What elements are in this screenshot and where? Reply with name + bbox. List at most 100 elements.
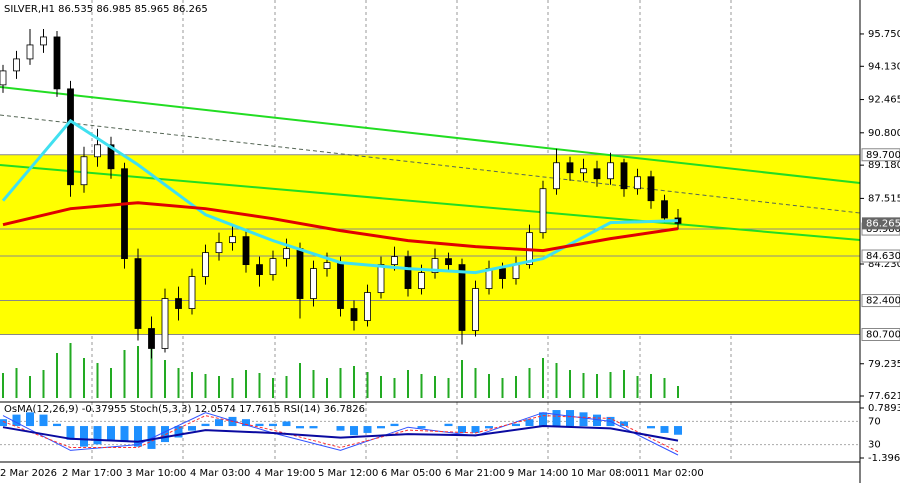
- candle-body: [445, 258, 452, 266]
- candle-body: [391, 256, 398, 266]
- volume-bar: [393, 378, 396, 398]
- osma-bar: [174, 426, 183, 438]
- osma-bar: [147, 426, 156, 449]
- x-tick-label: 4 Mar 19:00: [255, 468, 315, 479]
- osma-bar: [593, 414, 601, 427]
- candle-body: [553, 162, 560, 190]
- osma-bar: [552, 410, 561, 427]
- volume-bar: [285, 376, 288, 398]
- volume-bar: [461, 360, 463, 398]
- volume-bar: [15, 368, 18, 398]
- volume-bar: [636, 376, 639, 398]
- volume-bar: [110, 368, 112, 398]
- candle-body: [269, 258, 277, 275]
- y-tick-label: -1.39651: [868, 453, 900, 464]
- osma-bar: [309, 426, 318, 429]
- stoch-signal-last: 17.7615: [239, 404, 280, 415]
- candle-body: [175, 298, 182, 309]
- rsi-name: RSI(14): [284, 404, 321, 415]
- trend-line: [0, 164, 861, 241]
- osma-name: OsMA(12,26,9): [4, 404, 79, 415]
- volume-bar: [555, 363, 558, 398]
- volume-bar: [501, 378, 504, 398]
- zone: [0, 154, 860, 335]
- volume-bar: [326, 378, 328, 398]
- osma-last: -0.37955: [82, 404, 127, 415]
- x-tick-label: 6 Mar 05:00: [381, 468, 441, 479]
- x-tick-label: 3 Mar 10:00: [126, 468, 186, 479]
- candle-body: [364, 292, 371, 321]
- candle-body: [80, 156, 88, 186]
- candle-body: [229, 236, 236, 244]
- osma-bar: [39, 414, 48, 427]
- osma-bar: [539, 412, 547, 427]
- level-label: 82.400: [866, 296, 900, 307]
- volume-bar: [231, 378, 234, 398]
- osma-bar: [134, 426, 142, 447]
- volume-bar: [204, 374, 207, 398]
- osma-bar: [566, 410, 574, 427]
- osma-bar: [269, 423, 277, 427]
- candle-body: [580, 168, 587, 174]
- candle-body: [256, 264, 263, 275]
- y-tick-label: 90.800: [868, 128, 900, 139]
- moving-average: [2, 201, 679, 253]
- candle-body: [458, 264, 466, 331]
- candle-body: [107, 144, 115, 170]
- candle-body: [620, 162, 628, 190]
- volume-bar: [312, 370, 315, 398]
- candle-body: [26, 44, 34, 60]
- header: SILVER,H1 86.535 86.985 85.965 86.265: [4, 4, 208, 15]
- volume-bar: [137, 346, 139, 398]
- candle-body: [283, 248, 290, 260]
- x-tick-label: 2 Mar 2026: [0, 468, 57, 479]
- volume-bar: [677, 386, 679, 398]
- x-tick-label: 4 Mar 03:00: [190, 468, 250, 479]
- candle-body: [566, 162, 574, 174]
- volume-bar: [56, 353, 58, 398]
- osma-bar: [350, 426, 358, 436]
- volume-bar: [528, 368, 531, 398]
- candle-body: [634, 176, 641, 190]
- candle-body: [0, 70, 7, 86]
- candle-body: [121, 168, 128, 260]
- candle-body: [202, 252, 209, 277]
- y-tick-label: 84.230: [868, 259, 900, 270]
- x-tick-label: 2 Mar 17:00: [62, 468, 122, 479]
- candle-body: [377, 264, 385, 293]
- volume-bar: [515, 376, 517, 398]
- candle-body: [134, 258, 142, 329]
- volume-bar: [150, 348, 153, 398]
- volume-bar: [650, 374, 652, 398]
- level-label: 84.630: [866, 251, 900, 262]
- trend-lines: [0, 86, 861, 241]
- stoch-signal-line: [2, 415, 679, 453]
- stoch-main-line: [2, 412, 679, 456]
- volume-bar: [299, 363, 301, 398]
- volume-bar: [2, 373, 4, 398]
- candle-body: [350, 308, 358, 321]
- osma-bar: [242, 419, 250, 427]
- osma-bar: [296, 426, 304, 429]
- volume-bar: [434, 376, 436, 398]
- volume-bar: [623, 370, 625, 398]
- volume-bar: [542, 358, 544, 398]
- stoch-main-last: 12.0574: [195, 404, 236, 415]
- candle-body: [418, 272, 425, 289]
- osma-bar: [0, 419, 7, 427]
- volume-bar: [69, 343, 72, 398]
- candle-body: [472, 288, 479, 331]
- osma-bar: [107, 426, 115, 440]
- volume-bar: [42, 370, 45, 398]
- osma-bar: [377, 426, 385, 429]
- osma-bar: [512, 423, 520, 427]
- volume-bar: [339, 368, 342, 398]
- x-tick-label: 9 Mar 14:00: [508, 468, 568, 479]
- volume-bar: [123, 350, 126, 398]
- osma-bar: [201, 423, 210, 427]
- candle-body: [310, 268, 317, 299]
- osma-bar: [255, 423, 264, 427]
- candle-body: [607, 162, 614, 180]
- volume-bar: [245, 370, 247, 398]
- osma-bar: [336, 426, 345, 431]
